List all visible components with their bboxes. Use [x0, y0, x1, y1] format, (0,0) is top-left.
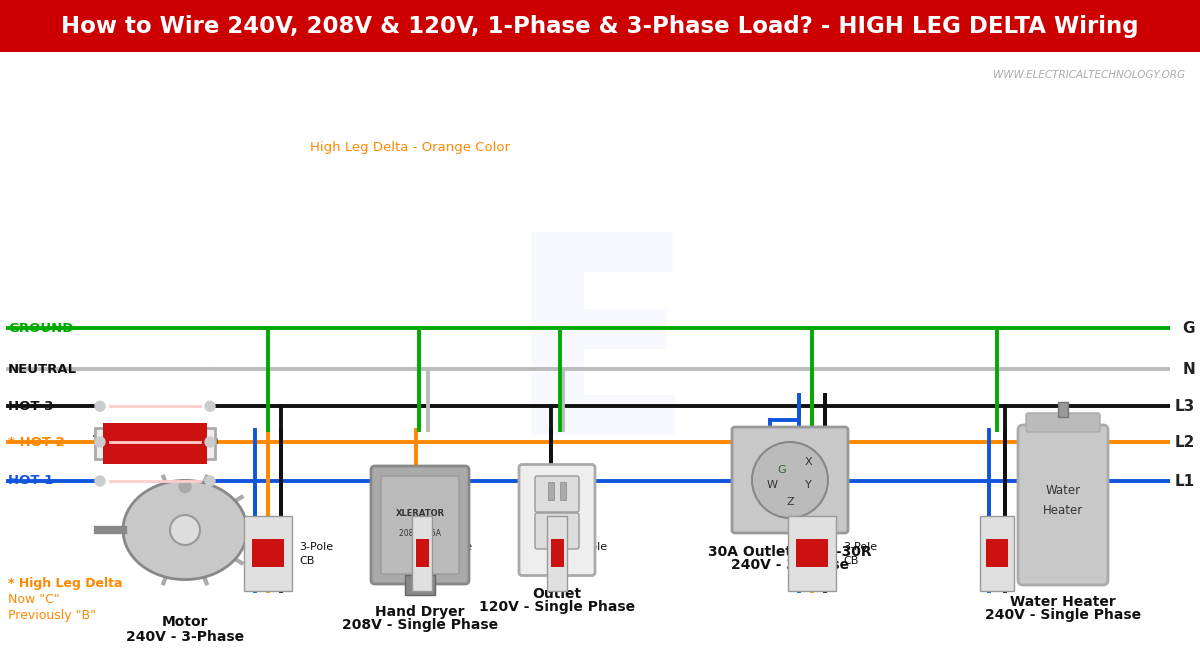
Bar [406, 575, 436, 595]
Text: G: G [1182, 320, 1195, 336]
FancyBboxPatch shape [412, 516, 432, 591]
Bar [797, 538, 828, 567]
Text: 3-Pole Main Switch: 3-Pole Main Switch [92, 434, 218, 447]
Circle shape [205, 437, 215, 447]
FancyBboxPatch shape [535, 513, 580, 549]
Text: Y: Y [805, 480, 811, 490]
Circle shape [179, 480, 191, 493]
Text: G: G [778, 465, 786, 475]
Text: CB: CB [299, 556, 314, 566]
FancyBboxPatch shape [103, 423, 208, 464]
Text: 240V - 3-Phase: 240V - 3-Phase [126, 630, 244, 644]
Bar [548, 482, 554, 500]
Circle shape [205, 401, 215, 411]
FancyBboxPatch shape [244, 516, 292, 591]
FancyBboxPatch shape [95, 428, 215, 459]
Bar [252, 538, 283, 567]
Text: 240V - Single Phase: 240V - Single Phase [985, 608, 1141, 622]
Text: 240V - 3-Phase: 240V - 3-Phase [731, 558, 850, 572]
Text: X: X [804, 457, 812, 467]
Text: W: W [767, 480, 778, 490]
Text: CB: CB [439, 556, 455, 566]
Text: Previously "B": Previously "B" [8, 609, 96, 622]
Text: 1-Pole: 1-Pole [574, 543, 608, 552]
Text: 3-Pole: 3-Pole [842, 543, 877, 552]
Text: * High Leg Delta: * High Leg Delta [8, 577, 122, 590]
Text: Water: Water [1045, 484, 1080, 497]
Bar [548, 519, 554, 537]
FancyBboxPatch shape [732, 427, 848, 533]
Ellipse shape [124, 480, 247, 580]
Bar [986, 538, 1008, 567]
Bar [560, 482, 566, 500]
Text: HOT 1: HOT 1 [8, 474, 53, 488]
Text: CB: CB [842, 556, 858, 566]
Bar [415, 538, 428, 567]
Text: L2: L2 [1175, 434, 1195, 450]
Text: Hand Dryer: Hand Dryer [376, 605, 464, 619]
Text: 208V - Single Phase: 208V - Single Phase [342, 618, 498, 632]
Text: How to Wire 240V, 208V & 120V, 1-Phase & 3-Phase Load? - HIGH LEG DELTA Wiring: How to Wire 240V, 208V & 120V, 1-Phase &… [61, 14, 1139, 38]
Text: Heater: Heater [1043, 504, 1084, 517]
FancyBboxPatch shape [382, 476, 458, 574]
Bar [0, 0, 1200, 52]
FancyBboxPatch shape [520, 465, 595, 575]
Circle shape [95, 401, 106, 411]
Text: L1: L1 [1175, 473, 1195, 489]
Text: WWW.ELECTRICALTECHNOLOGY.ORG: WWW.ELECTRICALTECHNOLOGY.ORG [994, 70, 1186, 80]
Circle shape [95, 437, 106, 447]
Text: XLERATOR: XLERATOR [396, 508, 444, 517]
Text: High Leg Delta - Orange Color: High Leg Delta - Orange Color [310, 142, 510, 155]
FancyBboxPatch shape [371, 466, 469, 584]
Circle shape [205, 476, 215, 486]
Text: CB: CB [574, 556, 589, 566]
FancyBboxPatch shape [547, 516, 568, 591]
Text: Now "C": Now "C" [8, 593, 60, 606]
Text: Water Heater: Water Heater [1010, 595, 1116, 609]
Text: 30A Outlet - L21-30R: 30A Outlet - L21-30R [708, 545, 872, 559]
Text: 208V - 15A: 208V - 15A [398, 528, 442, 538]
Text: GROUND: GROUND [8, 322, 73, 335]
Text: * HOT 2: * HOT 2 [8, 436, 65, 448]
FancyBboxPatch shape [1018, 425, 1108, 585]
Text: Outlet: Outlet [533, 588, 582, 601]
Text: Motor: Motor [162, 615, 209, 629]
Text: NEUTRAL: NEUTRAL [8, 363, 77, 376]
Text: CB: CB [1021, 556, 1037, 566]
Text: HOT 3: HOT 3 [8, 400, 53, 413]
Text: N: N [1182, 361, 1195, 377]
FancyBboxPatch shape [535, 476, 580, 512]
FancyBboxPatch shape [788, 516, 836, 591]
Text: 120V - Single Phase: 120V - Single Phase [479, 601, 635, 614]
Bar [560, 519, 566, 537]
Text: 2-Pole: 2-Pole [1021, 543, 1055, 552]
Circle shape [170, 515, 200, 545]
Bar [551, 538, 564, 567]
Circle shape [95, 476, 106, 486]
Text: 3-Pole: 3-Pole [299, 543, 334, 552]
Bar [1058, 402, 1068, 417]
Text: E: E [505, 222, 695, 493]
Text: L3: L3 [1175, 398, 1195, 414]
Text: 1-Pole: 1-Pole [439, 543, 473, 552]
FancyBboxPatch shape [980, 516, 1014, 591]
FancyBboxPatch shape [1026, 413, 1100, 432]
Circle shape [752, 442, 828, 518]
Text: Z: Z [786, 497, 794, 507]
